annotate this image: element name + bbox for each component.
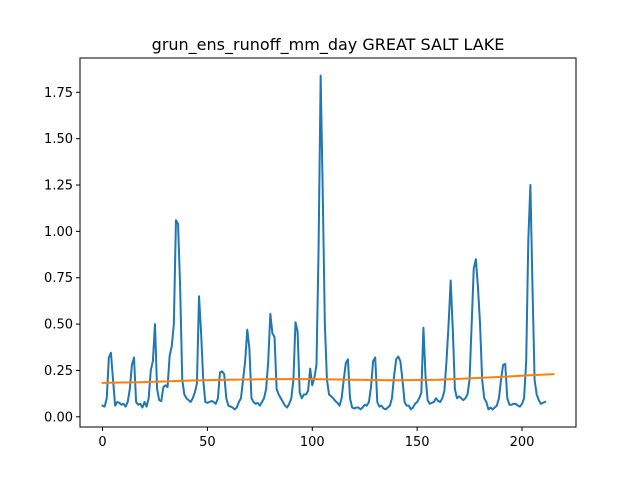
- x-tick-label: 200: [510, 435, 535, 450]
- chart-title: grun_ens_runoff_mm_day GREAT SALT LAKE: [152, 35, 505, 55]
- y-tick-label: 1.75: [44, 86, 73, 101]
- series-line-2: [101, 373, 555, 384]
- y-tick-label: 0.00: [44, 410, 73, 425]
- plot-area: [101, 74, 555, 411]
- x-tick-label: 150: [405, 435, 430, 450]
- axes: 0 50 100 150 200 0.00 0.25 0.50 0.75 1.00 1.25 1.50…: [44, 57, 577, 450]
- axes-frame: [79, 57, 577, 428]
- y-tick-label: 1.25: [44, 179, 73, 194]
- y-tick-label: 1.00: [44, 225, 73, 240]
- y-tick-label: 0.25: [44, 364, 73, 379]
- x-tick-label: 50: [199, 435, 216, 450]
- series-line-1: [101, 74, 547, 411]
- y-tick-label: 0.50: [44, 318, 73, 333]
- x-tick-label: 100: [300, 435, 325, 450]
- x-tick-label: 0: [98, 435, 106, 450]
- y-tick-label: 1.50: [44, 132, 73, 147]
- y-tick-label: 0.75: [44, 271, 73, 286]
